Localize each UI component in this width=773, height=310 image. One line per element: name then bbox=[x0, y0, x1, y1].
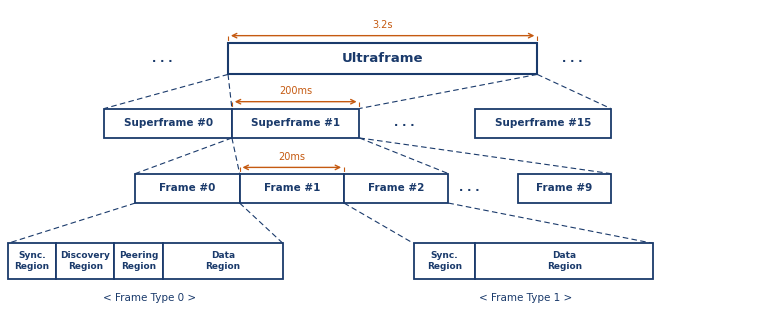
Text: Frame #0: Frame #0 bbox=[159, 183, 216, 193]
Text: 3.2s: 3.2s bbox=[373, 20, 393, 30]
Text: Sync.
Region: Sync. Region bbox=[427, 251, 462, 271]
Text: Superframe #0: Superframe #0 bbox=[124, 118, 213, 128]
Text: Superframe #15: Superframe #15 bbox=[495, 118, 591, 128]
Text: Sync.
Region: Sync. Region bbox=[15, 251, 49, 271]
Bar bbox=[135, 174, 240, 203]
Bar bbox=[344, 174, 448, 203]
Text: 20ms: 20ms bbox=[278, 152, 305, 162]
Bar bbox=[163, 243, 283, 279]
Text: < Frame Type 0 >: < Frame Type 0 > bbox=[103, 293, 196, 303]
Bar bbox=[240, 174, 344, 203]
Text: Frame #9: Frame #9 bbox=[536, 183, 592, 193]
Bar bbox=[228, 43, 537, 74]
Text: < Frame Type 1 >: < Frame Type 1 > bbox=[479, 293, 572, 303]
Bar bbox=[475, 108, 611, 138]
Text: 200ms: 200ms bbox=[279, 86, 312, 96]
Bar bbox=[8, 243, 56, 279]
Text: Frame #2: Frame #2 bbox=[368, 183, 424, 193]
Bar bbox=[232, 108, 359, 138]
Bar bbox=[104, 108, 232, 138]
Bar bbox=[114, 243, 163, 279]
Text: Peering
Region: Peering Region bbox=[119, 251, 158, 271]
Text: . . .: . . . bbox=[152, 54, 172, 64]
Text: Data
Region: Data Region bbox=[547, 251, 582, 271]
Text: Ultraframe: Ultraframe bbox=[342, 52, 424, 65]
Text: Frame #1: Frame #1 bbox=[264, 183, 320, 193]
Bar bbox=[475, 243, 653, 279]
Text: . . .: . . . bbox=[562, 54, 582, 64]
Bar bbox=[414, 243, 475, 279]
Text: Superframe #1: Superframe #1 bbox=[251, 118, 340, 128]
Text: . . .: . . . bbox=[394, 118, 414, 128]
Bar bbox=[56, 243, 114, 279]
Text: . . .: . . . bbox=[459, 184, 479, 193]
Text: Data
Region: Data Region bbox=[206, 251, 240, 271]
Bar bbox=[518, 174, 611, 203]
Text: Discovery
Region: Discovery Region bbox=[60, 251, 111, 271]
